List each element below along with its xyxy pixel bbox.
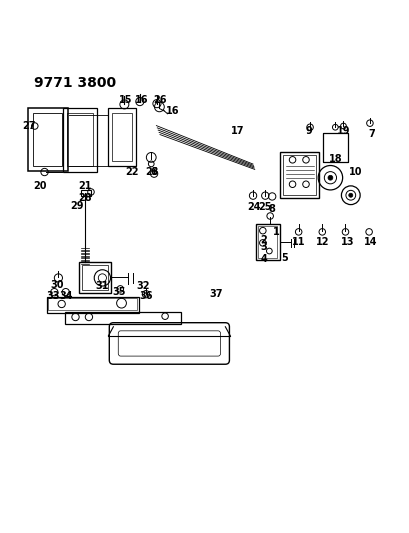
Text: 35: 35 <box>112 287 126 297</box>
Bar <box>81 190 91 197</box>
Text: 5: 5 <box>280 253 287 263</box>
Text: 13: 13 <box>340 237 353 247</box>
Text: 7: 7 <box>368 129 374 139</box>
Bar <box>81 265 108 290</box>
Text: 9: 9 <box>305 126 312 136</box>
Bar <box>283 155 315 195</box>
Bar <box>108 109 135 166</box>
Text: 6: 6 <box>151 167 157 177</box>
Text: 9771 3800: 9771 3800 <box>34 76 116 90</box>
Text: 36: 36 <box>139 291 152 301</box>
Bar <box>67 112 92 166</box>
Text: 22: 22 <box>125 167 138 177</box>
Text: 15: 15 <box>119 94 132 104</box>
Text: 27: 27 <box>22 121 36 131</box>
FancyBboxPatch shape <box>118 331 220 356</box>
Bar <box>47 297 138 312</box>
Text: 18: 18 <box>328 154 341 164</box>
Text: 21: 21 <box>78 181 91 191</box>
Text: 26: 26 <box>153 94 166 104</box>
Text: 16: 16 <box>165 106 179 116</box>
Text: 8: 8 <box>268 205 275 214</box>
Text: 3: 3 <box>260 242 267 252</box>
Text: 16: 16 <box>135 94 148 104</box>
Bar <box>64 312 180 324</box>
Text: 19: 19 <box>336 126 349 136</box>
Text: 23: 23 <box>145 167 158 177</box>
Text: 1: 1 <box>272 227 279 237</box>
Text: 31: 31 <box>95 281 109 291</box>
Bar <box>63 109 97 172</box>
Text: 14: 14 <box>364 237 377 247</box>
Bar <box>48 298 137 311</box>
Text: 24: 24 <box>247 203 260 213</box>
Text: 29: 29 <box>70 201 83 211</box>
Bar <box>280 152 318 198</box>
Text: 37: 37 <box>209 289 222 299</box>
Text: 10: 10 <box>348 167 362 177</box>
Text: 32: 32 <box>136 281 149 291</box>
Text: 30: 30 <box>51 280 64 290</box>
Bar <box>322 133 347 162</box>
Text: 17: 17 <box>230 126 244 136</box>
Text: 12: 12 <box>316 237 329 247</box>
Text: 20: 20 <box>33 181 47 191</box>
Text: 33: 33 <box>47 291 60 301</box>
Circle shape <box>348 193 352 197</box>
Bar <box>257 226 277 257</box>
Bar <box>28 108 67 171</box>
Text: 4: 4 <box>260 254 267 264</box>
Bar <box>112 112 131 160</box>
Text: 28: 28 <box>78 193 92 203</box>
Text: 25: 25 <box>258 203 271 213</box>
Bar <box>255 224 279 261</box>
Bar <box>79 262 111 293</box>
Text: 2: 2 <box>260 235 267 245</box>
Text: 34: 34 <box>59 291 72 301</box>
Text: 11: 11 <box>291 237 305 247</box>
Bar <box>33 112 62 166</box>
Circle shape <box>327 175 332 180</box>
